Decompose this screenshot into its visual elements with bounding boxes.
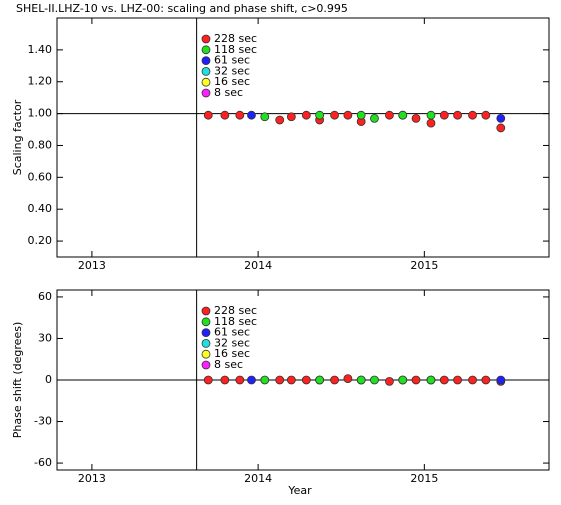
- y-tick-label: 0.80: [28, 138, 53, 151]
- data-point: [426, 118, 436, 128]
- data-point: [286, 112, 296, 122]
- data-point: [356, 375, 366, 385]
- data-point: [453, 375, 462, 385]
- y-tick-label: 0.60: [28, 170, 53, 183]
- data-point: [235, 110, 245, 120]
- data-point: [247, 110, 256, 120]
- y-tick-label: 60: [38, 290, 52, 303]
- y-axis-label: Phase shift (degrees): [11, 322, 24, 438]
- data-point: [247, 375, 256, 385]
- data-point: [220, 375, 230, 385]
- x-tick-label: 2014: [244, 472, 272, 485]
- data-point: [370, 375, 379, 385]
- data-point: [496, 123, 506, 133]
- legend-marker: [201, 317, 211, 327]
- legend-marker: [201, 349, 211, 359]
- data-point: [398, 110, 408, 120]
- data-point: [385, 110, 394, 120]
- data-point: [203, 375, 213, 385]
- legend-label: 8 sec: [214, 358, 243, 371]
- x-tick-label: 2013: [78, 472, 106, 485]
- data-point: [468, 110, 477, 120]
- data-point: [330, 110, 339, 120]
- data-point: [426, 110, 436, 120]
- y-tick-label: -60: [34, 456, 52, 469]
- y-tick-label: 1.40: [28, 43, 53, 56]
- legend-label: 16 sec: [214, 347, 250, 360]
- legend-label: 32 sec: [214, 64, 250, 77]
- y-tick-label: 0.20: [28, 234, 53, 247]
- y-tick-label: -30: [34, 415, 52, 428]
- data-point: [481, 110, 491, 120]
- legend-marker: [201, 45, 211, 55]
- x-tick-label: 2015: [410, 472, 438, 485]
- y-tick-label: 0.40: [28, 202, 53, 215]
- x-axis-label: Year: [287, 484, 312, 497]
- data-point: [398, 375, 408, 385]
- data-point: [439, 110, 449, 120]
- legend-label: 16 sec: [214, 75, 250, 88]
- data-point: [411, 113, 421, 123]
- data-point: [260, 375, 270, 385]
- legend-label: 8 sec: [214, 86, 243, 99]
- data-point: [468, 375, 477, 385]
- data-point: [275, 115, 285, 125]
- x-tick-label: 2015: [410, 259, 438, 272]
- legend-marker: [201, 77, 211, 87]
- x-tick-label: 2013: [78, 259, 106, 272]
- data-point: [203, 110, 213, 120]
- legend-marker: [201, 328, 211, 338]
- legend-marker: [201, 338, 211, 348]
- data-point: [453, 110, 462, 120]
- x-tick-label: 2014: [244, 259, 272, 272]
- data-point: [411, 375, 421, 385]
- data-point: [343, 110, 353, 120]
- chart-title: SHEL-II.LHZ-10 vs. LHZ-00: scaling and p…: [16, 2, 348, 15]
- y-axis-label: Scaling factor: [11, 99, 24, 175]
- data-point: [286, 375, 296, 385]
- plot-frame: [56, 17, 550, 258]
- legend-marker: [201, 306, 211, 316]
- data-point: [330, 375, 339, 385]
- legend-label: 118 sec: [214, 315, 257, 328]
- data-point: [301, 110, 311, 120]
- data-point: [496, 113, 506, 123]
- legend-label: 61 sec: [214, 54, 250, 67]
- legend-marker: [201, 34, 211, 44]
- data-point: [275, 375, 285, 385]
- data-point: [220, 110, 230, 120]
- data-point: [343, 374, 353, 384]
- legend-marker: [201, 56, 211, 65]
- legend-label: 228 sec: [214, 32, 257, 45]
- legend-label: 228 sec: [214, 304, 257, 317]
- data-point: [385, 376, 394, 386]
- data-point: [235, 375, 245, 385]
- data-point: [315, 110, 325, 120]
- legend-marker: [201, 67, 211, 76]
- legend-label: 118 sec: [214, 43, 257, 56]
- data-point: [260, 112, 270, 122]
- data-point: [370, 113, 379, 123]
- y-tick-label: 1.20: [28, 75, 53, 88]
- y-tick-label: 1.00: [28, 107, 53, 120]
- data-point: [496, 375, 506, 385]
- legend-marker: [201, 360, 211, 370]
- data-point: [426, 375, 436, 385]
- data-point: [439, 375, 449, 385]
- legend-label: 61 sec: [214, 326, 250, 339]
- data-point: [315, 375, 325, 385]
- data-point: [301, 375, 311, 385]
- y-tick-label: 30: [38, 331, 52, 344]
- data-point: [481, 375, 491, 385]
- legend-label: 32 sec: [214, 336, 250, 349]
- legend-marker: [201, 88, 211, 98]
- y-tick-label: 0: [45, 373, 52, 386]
- data-point: [356, 110, 366, 120]
